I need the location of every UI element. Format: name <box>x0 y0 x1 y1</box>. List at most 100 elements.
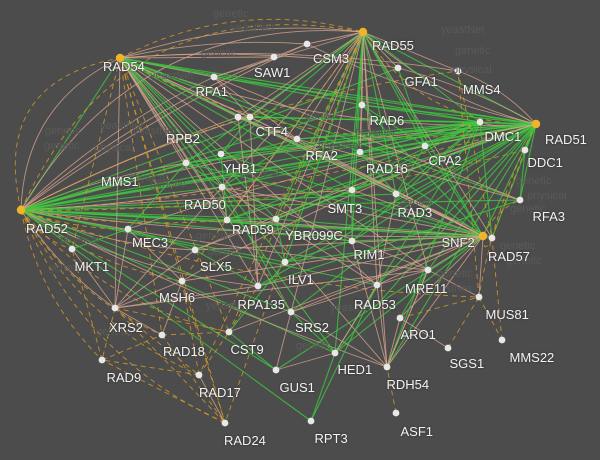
graph-node-mkt1[interactable] <box>68 245 76 253</box>
edge-physical <box>397 67 537 125</box>
graph-node-smt3[interactable] <box>348 186 356 194</box>
edge-coexpression <box>334 235 484 354</box>
graph-node-rad54[interactable] <box>115 53 125 63</box>
edge-physical <box>20 209 259 287</box>
graph-node-rim1[interactable] <box>348 237 356 245</box>
edge-genetic <box>198 31 364 376</box>
graph-node-rpa135[interactable] <box>254 282 262 290</box>
edge-genetic <box>386 366 397 414</box>
edge-coexpression <box>395 145 426 195</box>
edge-coexpression <box>221 121 481 188</box>
edge-coexpression <box>386 121 481 368</box>
edge-genetic <box>457 70 480 298</box>
graph-node-csm3[interactable] <box>303 40 311 48</box>
edge-physical <box>71 248 116 309</box>
graph-node-dmc1[interactable] <box>476 118 484 126</box>
graph-node-rad6[interactable] <box>358 101 366 109</box>
edge-physical <box>386 269 429 368</box>
graph-node-mec3[interactable] <box>124 225 132 233</box>
graph-node-ddc1[interactable] <box>521 146 529 154</box>
graph-node-rad52[interactable] <box>16 205 26 215</box>
graph-node-rad50[interactable] <box>218 183 226 191</box>
edge-genetic <box>20 209 163 336</box>
node-layer[interactable] <box>16 27 541 427</box>
graph-node-mre11[interactable] <box>424 266 432 274</box>
edge-physical <box>119 56 275 59</box>
graph-node-msh6[interactable] <box>178 277 186 285</box>
edge-coexpression <box>220 121 481 155</box>
graph-node-mus81[interactable] <box>475 293 483 301</box>
edge-coexpression <box>20 209 336 354</box>
edge-coexpression <box>290 311 336 354</box>
edge-coexpression <box>310 352 336 422</box>
graph-node-rad57[interactable] <box>488 234 496 242</box>
graph-node-rad17[interactable] <box>195 371 203 379</box>
edge-coexpression <box>275 218 484 237</box>
edge-coexpression <box>284 240 353 263</box>
graph-node-mms4[interactable] <box>454 67 462 75</box>
graph-node-saw1[interactable] <box>270 53 278 61</box>
edge-coexpression <box>275 218 286 263</box>
edge-physical <box>114 249 196 309</box>
edge-genetic <box>399 296 480 319</box>
graph-node-rad9[interactable] <box>98 356 106 364</box>
graph-node-xrs2[interactable] <box>111 304 119 312</box>
graph-node-slx5[interactable] <box>191 246 199 254</box>
graph-node-sgs1[interactable] <box>444 344 452 352</box>
edge-genetic <box>20 209 200 376</box>
edge-coexpression <box>361 104 484 237</box>
graph-node-ilv1[interactable] <box>281 258 289 266</box>
edge-coexpression <box>362 31 426 147</box>
edge-physical <box>114 280 183 309</box>
graph-node-rfa1[interactable] <box>210 73 218 81</box>
graph-node-hed1[interactable] <box>331 349 339 357</box>
graph-node-ctf4[interactable] <box>246 113 254 121</box>
edge-physical <box>198 374 226 424</box>
edge-physical <box>362 31 537 125</box>
graph-node-rad24[interactable] <box>221 419 229 427</box>
edge-physical <box>20 56 275 211</box>
edge-coexpression <box>399 269 429 319</box>
edge-physical <box>237 31 364 118</box>
graph-node-cpa2[interactable] <box>421 142 429 150</box>
edge-physical <box>213 31 364 78</box>
edge-coexpression <box>20 151 361 211</box>
graph-node-rpb2[interactable] <box>234 113 242 121</box>
graph-node-aro1[interactable] <box>396 314 404 322</box>
edge-physical <box>213 56 275 78</box>
edge-physical <box>127 228 183 282</box>
edge-physical <box>334 284 378 354</box>
graph-node-rfa2[interactable] <box>293 135 301 143</box>
graph-node-mms1[interactable] <box>182 159 190 167</box>
edge-genetic <box>447 296 480 349</box>
graph-node-gfa1[interactable] <box>394 64 402 72</box>
graph-node-rfa3[interactable] <box>516 196 524 204</box>
edge-physical <box>127 123 537 230</box>
graph-node-rad18[interactable] <box>158 331 166 339</box>
graph-node-gus1[interactable] <box>272 366 280 374</box>
graph-node-rad3[interactable] <box>392 190 400 198</box>
graph-node-rdh54[interactable] <box>383 363 391 371</box>
graph-node-mms22[interactable] <box>498 336 506 344</box>
edge-genetic <box>181 280 200 376</box>
graph-node-ybr099c[interactable] <box>272 215 280 223</box>
graph-node-srs2[interactable] <box>287 308 295 316</box>
graph-node-rad55[interactable] <box>358 27 368 37</box>
graph-node-rad16[interactable] <box>356 148 364 156</box>
graph-node-asf1[interactable] <box>392 409 400 417</box>
graph-node-rad59[interactable] <box>223 216 231 224</box>
edge-physical <box>296 31 364 140</box>
edge-physical <box>114 307 163 336</box>
edge-coexpression <box>395 121 481 195</box>
graph-node-yhb1[interactable] <box>217 150 225 158</box>
graph-node-cst9[interactable] <box>225 328 233 336</box>
graph-node-rpt3[interactable] <box>307 417 315 425</box>
edge-physical <box>194 123 537 251</box>
edge-genetic <box>228 285 259 333</box>
graph-node-rad51[interactable] <box>531 119 541 129</box>
edge-physical <box>376 284 388 368</box>
graph-node-rad53[interactable] <box>373 281 381 289</box>
graph-node-snf2[interactable] <box>478 231 488 241</box>
